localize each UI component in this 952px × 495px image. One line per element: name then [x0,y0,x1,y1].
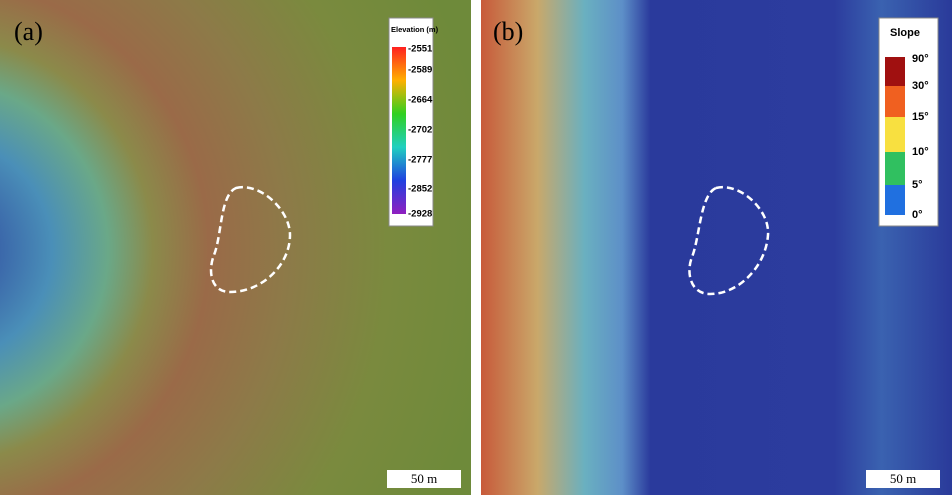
color-swatch [885,185,905,215]
scale-bar-label: 50 m [890,471,916,486]
color-swatch [885,117,905,152]
legend-tick-label: 0° [912,209,923,221]
legend-tick-label: 10° [912,146,929,158]
scale-bar [866,470,940,488]
panel-label: (a) [14,17,43,46]
panel-label: (b) [493,17,523,46]
color-swatch [885,152,905,185]
legend-tick-label: -2702 [408,125,432,136]
color-swatch [885,86,905,117]
legend-tick-label: 90° [912,53,929,65]
legend-tick-label: -2777 [408,155,432,166]
legend-tick-label: 15° [912,111,929,123]
scale-bar [387,470,461,488]
scale-bar-label: 50 m [411,471,437,486]
outline [688,185,770,296]
legend-tick-label: -2852 [408,184,432,195]
legend-tick-label: -2589 [408,65,432,76]
legend-tick-label: 30° [912,80,929,92]
slope-map [481,0,952,495]
legend-title: Elevation (m) [391,25,439,34]
legend-tick-label: 5° [912,179,923,191]
legend-tick-label: -2664 [408,95,433,106]
legend-title: Slope [890,27,920,39]
legend-tick-label: -2928 [408,209,432,220]
colorbar [392,47,406,214]
legend-tick-label: -2551 [408,44,433,55]
color-swatch [885,57,905,86]
